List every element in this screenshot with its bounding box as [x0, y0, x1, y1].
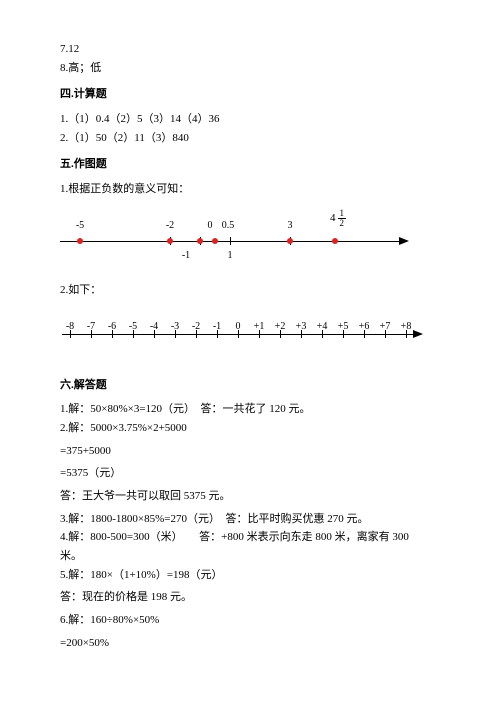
sec6-q2-l3: =5375（元）	[60, 464, 440, 483]
nl2-label: +5	[338, 318, 349, 335]
nl1-point	[212, 238, 218, 244]
sec6-q4-l1: 4.解：800-500=300（米） 答：+800 米表示向东走 800 米，离…	[60, 528, 440, 547]
section-4-heading: 四.计算题	[60, 85, 440, 104]
sec6-q5-l1: 5.解：180×（1+10%）=198（元）	[60, 566, 440, 585]
nl2-label: +8	[401, 318, 412, 335]
nl1-label: -5	[76, 217, 84, 234]
sec6-q6-l1: 6.解：160÷80%×50%	[60, 611, 440, 630]
number-line-1: -5-2-100.513412	[60, 217, 420, 265]
section-6-heading: 六.解答题	[60, 376, 440, 395]
sec4-line1: 1.（1）0.4（2）5（3）14（4）36	[60, 110, 440, 129]
nl2-label: +7	[380, 318, 391, 335]
nl2-label: +3	[296, 318, 307, 335]
nl1-point	[167, 238, 173, 244]
nl2-label: -7	[87, 318, 95, 335]
nl1-label: 3	[288, 217, 293, 234]
nl2-label: -4	[150, 318, 158, 335]
sec6-q1: 1.解：50×80%×3=120（元） 答：一共花了 120 元。	[60, 400, 440, 419]
nl1-label: 0.5	[222, 217, 235, 234]
nl1-point	[197, 238, 203, 244]
section-5-heading: 五.作图题	[60, 155, 440, 174]
nl2-label: +2	[275, 318, 286, 335]
nl2-label: +6	[359, 318, 370, 335]
sec6-q2-ans: 答：王大爷一共可以取回 5375 元。	[60, 487, 440, 506]
nl2-label: +1	[254, 318, 265, 335]
nl2-label: -1	[213, 318, 221, 335]
nl1-point	[77, 238, 83, 244]
sec6-q4-l2: 米。	[60, 547, 440, 566]
nl1-point	[287, 238, 293, 244]
number-line-2: -8 -7 -6 -5 -4 -3 -2 -1 0 +1 +2 +3 +4 +5 +6 +7 +8	[60, 318, 430, 352]
nl1-frac-label: 412	[330, 209, 346, 228]
intro-line-8: 8.高；低	[60, 59, 440, 78]
nl1-tick	[230, 237, 231, 245]
nl1-label: -1	[182, 247, 190, 264]
sec5-q1: 1.根据正负数的意义可知：	[60, 180, 440, 199]
nl2-label: +4	[317, 318, 328, 335]
nl2-label: -6	[108, 318, 116, 335]
nl2-label: 0	[236, 318, 241, 335]
sec6-q2-l1: 2.解：5000×3.75%×2+5000	[60, 419, 440, 438]
sec6-q3: 3.解：1800-1800×85%=270（元） 答：比平时购买优惠 270 元…	[60, 510, 440, 529]
sec6-q6-l2: =200×50%	[60, 634, 440, 653]
nl2-label: -5	[129, 318, 137, 335]
nl1-label: 0	[208, 217, 213, 234]
sec4-line2: 2.（1）50（2）11（3）840	[60, 129, 440, 148]
sec6-q5-ans: 答：现在的价格是 198 元。	[60, 588, 440, 607]
sec6-q2-l2: =375+5000	[60, 442, 440, 461]
nl2-label: -2	[192, 318, 200, 335]
nl2-label: -8	[66, 318, 74, 335]
nl1-point	[332, 238, 338, 244]
nl2-arrow-icon	[413, 330, 423, 338]
nl1-label: 1	[228, 247, 233, 264]
intro-line-7: 7.12	[60, 40, 440, 59]
sec5-q2: 2.如下：	[60, 281, 440, 300]
nl2-label: -3	[171, 318, 179, 335]
nl1-label: -2	[166, 217, 174, 234]
nl1-arrow-icon	[399, 237, 409, 245]
